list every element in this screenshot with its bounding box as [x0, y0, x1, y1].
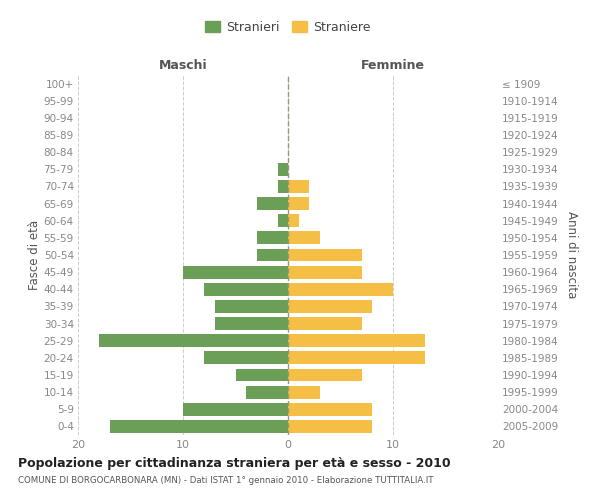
Bar [288, 420, 372, 433]
Bar [288, 300, 372, 313]
Text: COMUNE DI BORGOCARBONARA (MN) - Dati ISTAT 1° gennaio 2010 - Elaborazione TUTTIT: COMUNE DI BORGOCARBONARA (MN) - Dati IST… [18, 476, 433, 485]
Text: Popolazione per cittadinanza straniera per età e sesso - 2010: Popolazione per cittadinanza straniera p… [18, 458, 451, 470]
Bar [277, 163, 288, 175]
Bar [235, 368, 288, 382]
Legend: Stranieri, Straniere: Stranieri, Straniere [203, 18, 373, 36]
Bar [288, 368, 361, 382]
Bar [257, 197, 288, 210]
Bar [288, 283, 393, 296]
Text: Maschi: Maschi [158, 58, 208, 71]
Bar [204, 352, 288, 364]
Y-axis label: Anni di nascita: Anni di nascita [565, 212, 578, 298]
Bar [246, 386, 288, 398]
Bar [288, 334, 425, 347]
Bar [257, 248, 288, 262]
Bar [204, 283, 288, 296]
Bar [277, 214, 288, 227]
Bar [288, 214, 299, 227]
Bar [183, 403, 288, 415]
Bar [288, 317, 361, 330]
Bar [288, 266, 361, 278]
Y-axis label: Fasce di età: Fasce di età [28, 220, 41, 290]
Bar [288, 180, 309, 193]
Bar [109, 420, 288, 433]
Bar [288, 403, 372, 415]
Bar [215, 300, 288, 313]
Bar [257, 232, 288, 244]
Bar [99, 334, 288, 347]
Text: Femmine: Femmine [361, 58, 425, 71]
Bar [183, 266, 288, 278]
Bar [288, 232, 320, 244]
Bar [288, 386, 320, 398]
Bar [215, 317, 288, 330]
Bar [288, 352, 425, 364]
Bar [288, 197, 309, 210]
Bar [288, 248, 361, 262]
Bar [277, 180, 288, 193]
